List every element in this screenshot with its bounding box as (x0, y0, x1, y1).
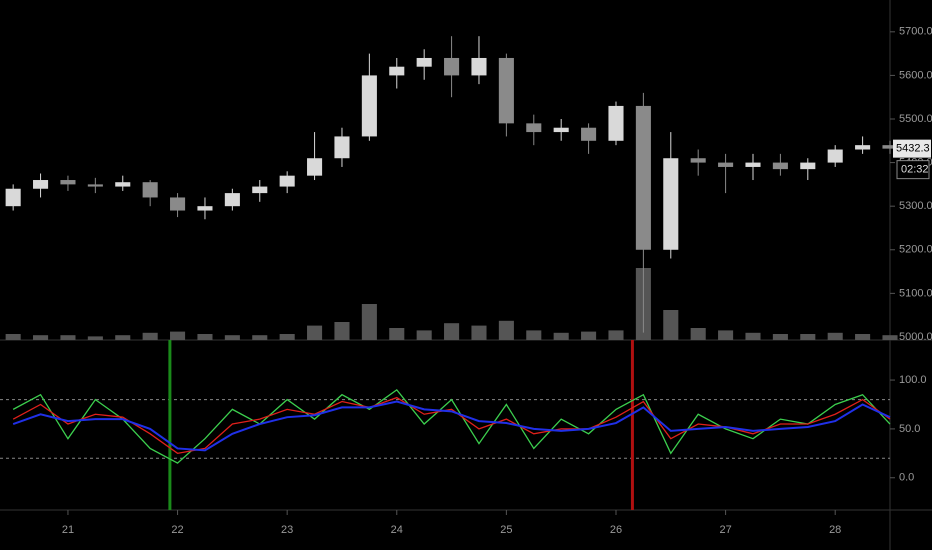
candle-body (444, 57, 460, 76)
volume-bar (334, 322, 350, 340)
volume-bar (87, 336, 103, 340)
y-tick-label: 0.0 (899, 472, 914, 484)
volume-bar (690, 328, 706, 340)
candle-body (745, 162, 761, 167)
x-tick-label: 21 (62, 524, 74, 536)
volume-bar (772, 334, 788, 340)
candle-body (115, 182, 131, 187)
y-tick-label: 5600.0 (899, 69, 932, 81)
candle-body (663, 158, 679, 250)
volume-bar (252, 335, 268, 340)
candle-body (224, 193, 240, 207)
y-tick-label: 5500.0 (899, 113, 932, 125)
volume-bar (718, 330, 734, 340)
candle-body (827, 149, 843, 163)
series-line (12, 396, 891, 455)
candle-body (5, 188, 21, 207)
candle-body (33, 180, 49, 189)
volume-bar (526, 330, 542, 340)
volume-bar (581, 331, 597, 340)
volume-bar (224, 335, 240, 340)
x-tick-label: 24 (391, 524, 403, 536)
candle-body (471, 57, 487, 76)
volume-bar (498, 320, 514, 340)
price-label-box (893, 139, 931, 158)
candle-body (855, 145, 871, 150)
candle-body (389, 66, 405, 76)
volume-bar (170, 331, 186, 340)
volume-bar (389, 328, 405, 340)
candle-body (60, 180, 76, 185)
candle-body (690, 158, 706, 163)
candle-body (87, 184, 103, 187)
volume-bar (416, 330, 432, 340)
last-price-label: 5432.3 (896, 143, 930, 155)
y-tick-label: 5200.0 (899, 244, 932, 256)
x-tick-label: 27 (719, 524, 731, 536)
x-tick-label: 23 (281, 524, 293, 536)
candle-body (307, 158, 323, 176)
volume-bar (663, 310, 679, 340)
volume-bar (471, 325, 487, 340)
series-line (12, 388, 891, 464)
y-tick-label: 5700.0 (899, 26, 932, 38)
volume-bar (33, 335, 49, 340)
volume-bar (608, 330, 624, 340)
volume-bar (745, 332, 761, 340)
y-tick-label: 5000.0 (899, 331, 932, 343)
volume-bar (60, 335, 76, 340)
candle-body (526, 123, 542, 133)
candle-body (800, 162, 816, 170)
volume-bar (5, 334, 21, 340)
candle-body (170, 197, 186, 211)
candle-body (498, 57, 514, 124)
y-tick-label: 5300.0 (899, 200, 932, 212)
volume-bar (553, 332, 569, 340)
candle-body (197, 206, 213, 211)
candle-body (772, 162, 788, 170)
y-tick-label: 100.0 (899, 374, 927, 386)
countdown-box (896, 160, 930, 180)
volume-bar (882, 335, 898, 340)
candle-body (252, 186, 268, 194)
volume-bar (142, 332, 158, 340)
volume-bar (197, 334, 213, 340)
x-tick-label: 25 (500, 524, 512, 536)
x-tick-label: 26 (610, 524, 622, 536)
candle-body (882, 145, 898, 149)
x-tick-label: 28 (829, 524, 841, 536)
candle-body (334, 136, 350, 159)
candle-body (608, 105, 624, 141)
volume-bar (444, 323, 460, 340)
series-line (12, 400, 891, 452)
volume-bar (827, 332, 843, 340)
volume-bar (279, 334, 295, 340)
candle-body (416, 57, 432, 67)
candle-body (718, 162, 734, 167)
volume-bar (361, 304, 377, 340)
y-tick-label: 5100.0 (899, 287, 932, 299)
x-tick-label: 22 (171, 524, 183, 536)
y-tick-label: 50.0 (899, 423, 920, 435)
candle-body (635, 105, 651, 250)
candle-body (361, 75, 377, 137)
volume-bar (855, 334, 871, 340)
candle-body (581, 127, 597, 141)
candle-body (279, 175, 295, 187)
candle-body (142, 182, 158, 198)
candle-body (553, 127, 569, 133)
countdown-label: 02:32 (901, 164, 929, 176)
volume-bar (307, 325, 323, 340)
volume-bar (800, 334, 816, 340)
volume-bar (115, 335, 131, 340)
